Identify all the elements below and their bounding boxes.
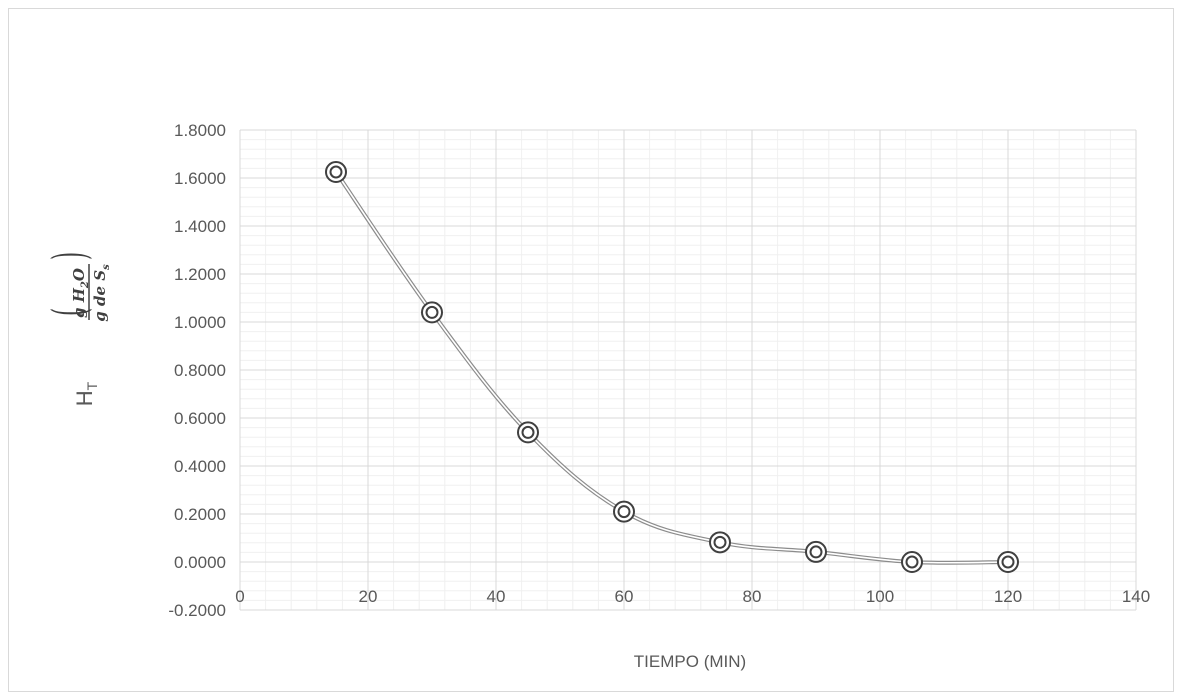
x-tick-label: 120 <box>994 587 1022 606</box>
svg-text:HT: HT <box>72 381 100 406</box>
y-tick-label: -0.2000 <box>168 601 226 620</box>
y-tick-label: 0.2000 <box>174 505 226 524</box>
x-tick-label: 140 <box>1122 587 1150 606</box>
data-point-inner-ring <box>329 165 343 179</box>
y-tick-label: 1.4000 <box>174 217 226 236</box>
series-group <box>325 161 1019 573</box>
data-point <box>901 551 923 573</box>
x-axis-tick-labels: 0 20 40 60 80 100 120 140 <box>235 587 1150 606</box>
y-fraction-numerator-sub: 2 <box>80 281 91 289</box>
y-fraction-denominator: g de S <box>91 270 109 322</box>
data-point <box>421 301 443 324</box>
data-point-inner-ring <box>617 505 631 519</box>
x-tick-label: 80 <box>743 587 762 606</box>
data-point-inner-ring <box>521 425 535 439</box>
x-tick-label: 20 <box>359 587 378 606</box>
data-point <box>709 531 731 554</box>
y-axis-title-main: H <box>72 390 97 406</box>
y-fraction-denominator-sub: s <box>101 264 112 270</box>
data-point-inner-ring <box>1001 555 1015 569</box>
data-point-inner-ring <box>713 535 727 549</box>
svg-text:g de Ss: g de Ss <box>91 264 112 322</box>
y-tick-label: 1.6000 <box>174 169 226 188</box>
data-point <box>517 421 539 444</box>
y-fraction-numerator-rest: O <box>70 268 88 281</box>
y-tick-label: 0.6000 <box>174 409 226 428</box>
left-paren: ( <box>44 308 97 316</box>
data-point <box>613 500 635 523</box>
data-point <box>805 540 827 563</box>
x-axis-title: TIEMPO (MIN) <box>634 652 746 671</box>
y-fraction-numerator: g H <box>70 287 88 318</box>
y-axis-title-subscript: T <box>84 381 100 390</box>
y-tick-label: 0.4000 <box>174 457 226 476</box>
y-tick-label: 0.0000 <box>174 553 226 572</box>
data-point-inner-ring <box>905 555 919 569</box>
y-axis-tick-labels: -0.2000 0.0000 0.2000 0.4000 0.6000 0.8000 1.0… <box>168 121 226 620</box>
y-tick-label: 1.2000 <box>174 265 226 284</box>
y-tick-label: 0.8000 <box>174 361 226 380</box>
x-tick-label: 40 <box>487 587 506 606</box>
data-point-inner-ring <box>425 305 439 319</box>
x-tick-label: 60 <box>615 587 634 606</box>
chart-area <box>8 8 1174 692</box>
svg-text:g H2O: g H2O <box>70 268 91 318</box>
major-gridlines <box>239 129 1137 611</box>
right-paren: ) <box>44 252 97 260</box>
x-tick-label: 100 <box>866 587 894 606</box>
y-axis-title: HT ( g H2O g de Ss ) <box>44 252 112 406</box>
data-point-inner-ring <box>809 545 823 559</box>
x-tick-label: 0 <box>235 587 244 606</box>
y-tick-label: 1.0000 <box>174 313 226 332</box>
data-point <box>325 161 347 183</box>
data-point <box>997 551 1019 573</box>
y-tick-label: 1.8000 <box>174 121 226 140</box>
